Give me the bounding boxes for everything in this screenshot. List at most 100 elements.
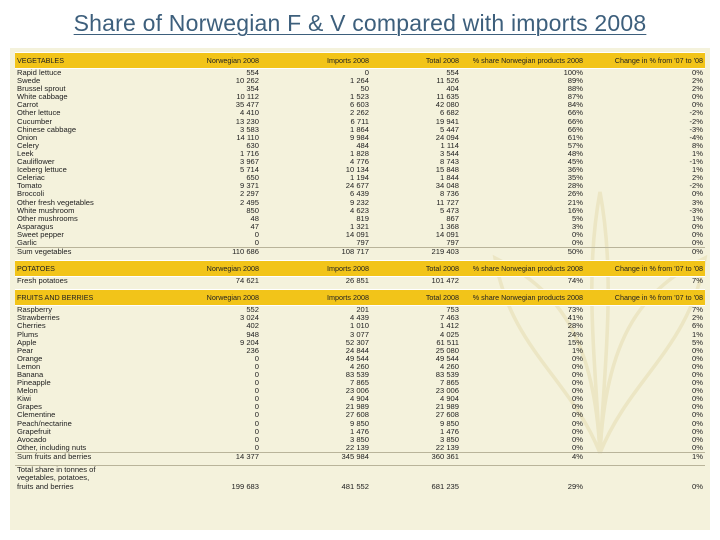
table-row: Strawberries 3 024 4 439 7 463 41% 2% xyxy=(15,314,705,322)
potatoes-section: POTATOES Norwegian 2008 Imports 2008 Total … xyxy=(15,256,705,285)
cell-product: Peach/nectarine xyxy=(17,419,72,428)
table-row: Celery 630 484 1 114 57% 8% xyxy=(15,142,705,150)
cell-total: 7 463 xyxy=(439,314,459,323)
cell-share: 0% xyxy=(572,238,583,247)
cell-norwegian: 948 xyxy=(246,330,259,339)
cell-norwegian: 0 xyxy=(254,379,259,388)
table-row: Other mushrooms 48 819 867 5% 1% xyxy=(15,215,705,223)
cell-product: Pear xyxy=(17,346,34,355)
total-total xyxy=(371,465,461,475)
cell-share: 50% xyxy=(461,247,585,257)
cell-total: 11 727 xyxy=(436,198,459,207)
cell-norwegian: 110 686 xyxy=(151,247,261,257)
cell-change: 0% xyxy=(692,387,703,396)
cell-total: 42 080 xyxy=(435,101,459,110)
total-share xyxy=(461,465,585,475)
cell-norwegian: 354 xyxy=(246,85,259,94)
cell-norwegian: 0 xyxy=(254,238,259,247)
cell-imports: 49 544 xyxy=(345,354,369,363)
cell-total: 360 361 xyxy=(371,451,461,462)
cell-imports: 4 776 xyxy=(349,158,369,167)
cell-product: Melon xyxy=(17,387,38,396)
cell-imports: 7 865 xyxy=(349,379,369,388)
cell-change: -3% xyxy=(689,125,703,134)
cell-total: 4 904 xyxy=(439,395,459,404)
table-row: Pineapple 0 7 865 7 865 0% 0% xyxy=(15,379,705,387)
cell-change: 1% xyxy=(692,330,703,339)
cell-change: 0% xyxy=(692,101,703,110)
cell-share: 0% xyxy=(572,411,583,420)
total-imports xyxy=(261,474,371,482)
cell-product: Strawberries xyxy=(17,314,60,323)
cell-change: 0% xyxy=(692,411,703,420)
cell-product: Kiwi xyxy=(17,395,31,404)
cell-share: 66% xyxy=(567,125,583,134)
cell-total: 4 260 xyxy=(439,362,459,371)
total-norwegian xyxy=(151,474,261,482)
cell-norwegian: 3 583 xyxy=(239,125,259,134)
cell-imports: 345 984 xyxy=(261,451,371,462)
cell-norwegian: 236 xyxy=(246,346,259,355)
cell-imports: 4 904 xyxy=(349,395,369,404)
table-row: Melon 0 23 006 23 006 0% 0% xyxy=(15,387,705,395)
total-label-line: Total share in tonnes of xyxy=(15,465,151,475)
cell-product: Clementine xyxy=(17,411,56,420)
total-share: 29% xyxy=(567,482,583,491)
cell-norwegian: 2 297 xyxy=(239,190,259,199)
cell-imports: 10 134 xyxy=(345,166,369,175)
cell-total: 101 472 xyxy=(431,276,459,286)
table-row: Leek 1 716 1 828 3 544 48% 1% xyxy=(15,150,705,158)
cell-change: 0% xyxy=(692,362,703,371)
cell-change: 0% xyxy=(692,222,703,231)
cell-product: Orange xyxy=(17,354,43,363)
cell-product: Other mushrooms xyxy=(17,214,78,223)
table-row: Swede 10 262 1 264 11 526 89% 2% xyxy=(15,77,705,85)
table-row: Lemon 0 4 260 4 260 0% 0% xyxy=(15,363,705,371)
cell-norwegian: 10 112 xyxy=(236,93,259,102)
total-section: Total share in tonnes of vegetables, pota… xyxy=(15,461,705,491)
cell-norwegian: 650 xyxy=(246,174,259,183)
cell-product: Garlic xyxy=(17,238,37,247)
table-row: Banana 0 83 539 83 539 0% 0% xyxy=(15,371,705,379)
cell-share: 0% xyxy=(572,354,583,363)
cell-share: 66% xyxy=(567,117,583,126)
fruits-header-change: Change in % from '07 to '08 xyxy=(585,289,705,307)
cell-imports: 23 006 xyxy=(345,387,369,396)
potatoes-header-change: Change in % from '07 to '08 xyxy=(585,260,705,278)
cell-imports: 52 307 xyxy=(345,338,369,347)
table-row: Asparagus 47 1 321 1 368 3% 0% xyxy=(15,223,705,231)
cell-product: Sum fruits and berries xyxy=(15,451,151,462)
cell-change: 7% xyxy=(692,276,703,286)
cell-norwegian: 402 xyxy=(246,322,259,331)
cell-total: 867 xyxy=(446,214,459,223)
table-row: Garlic 0 797 797 0% 0% xyxy=(15,239,705,248)
cell-total: 5 447 xyxy=(439,125,459,134)
cell-change: 2% xyxy=(692,77,703,86)
cell-imports: 819 xyxy=(356,214,369,223)
table-row: Plums 948 3 077 4 025 24% 1% xyxy=(15,331,705,339)
cell-norwegian: 2 495 xyxy=(239,198,259,207)
cell-norwegian: 9 204 xyxy=(239,338,259,347)
cell-norwegian: 5 714 xyxy=(239,166,259,175)
total-imports xyxy=(261,465,371,475)
potatoes-header-norwegian: Norwegian 2008 xyxy=(151,260,261,278)
fruits-header-share: % share Norwegian products 2008 xyxy=(461,289,585,307)
cell-product: Onion xyxy=(17,133,38,142)
cell-share: 28% xyxy=(567,182,583,191)
cell-total: 11 526 xyxy=(436,77,459,86)
cell-total: 5 473 xyxy=(439,206,459,215)
fruits-header-total: Total 2008 xyxy=(371,289,461,307)
cell-total: 8 743 xyxy=(439,158,459,167)
cell-change: 0% xyxy=(692,93,703,102)
cell-share: 89% xyxy=(567,77,583,86)
vegetables-header-norwegian: Norwegian 2008 xyxy=(151,52,261,69)
cell-product: Plums xyxy=(17,330,39,339)
cell-imports: 4 260 xyxy=(349,362,369,371)
cell-total: 3 544 xyxy=(439,149,459,158)
total-change xyxy=(585,474,705,482)
cell-share: 0% xyxy=(572,427,583,436)
potatoes-header-total: Total 2008 xyxy=(371,260,461,278)
cell-change: 8% xyxy=(692,141,703,150)
table-row: Celeriac 650 1 194 1 844 35% 2% xyxy=(15,174,705,182)
cell-norwegian: 552 xyxy=(246,305,259,315)
